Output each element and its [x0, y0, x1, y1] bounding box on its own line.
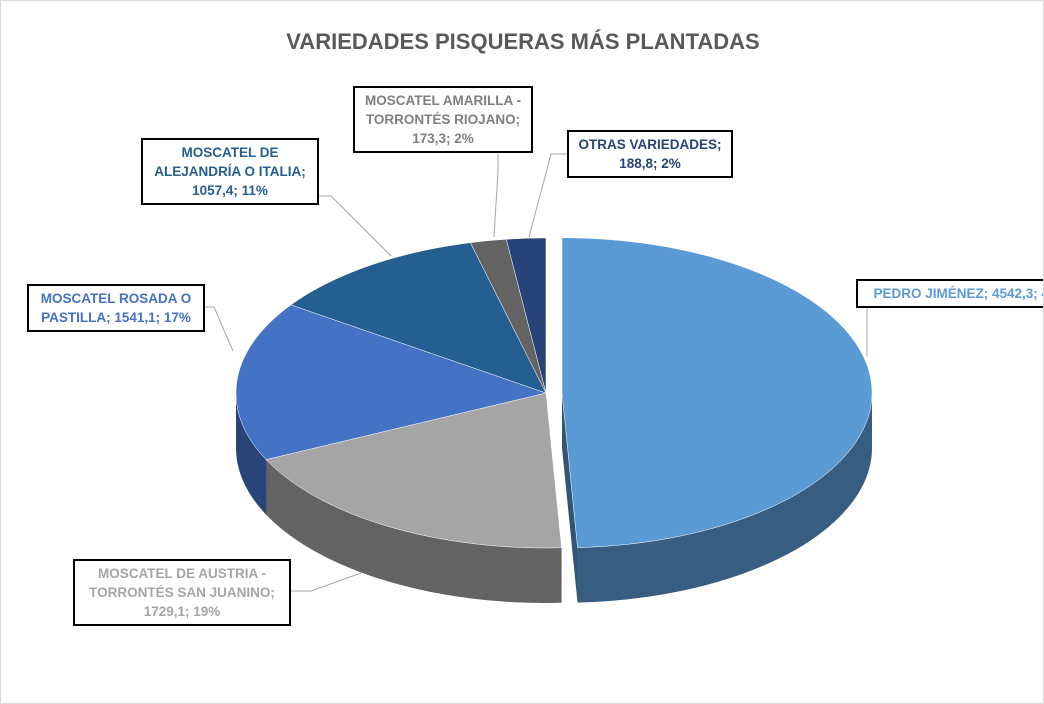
slice — [290, 242, 547, 394]
data-label: PEDRO JIMÉNEZ; 4542,3; 49% — [856, 279, 1043, 308]
leader-lines — [204, 153, 868, 592]
chart-title: VARIEDADES PISQUERAS MÁS PLANTADAS — [286, 29, 760, 54]
leader-line — [291, 572, 362, 592]
slice-edge — [561, 392, 578, 603]
leader-line — [493, 154, 499, 238]
data-label: MOSCATEL DE ALEJANDRÍA O ITALIA; 1057,4;… — [141, 138, 319, 205]
slice-side — [577, 392, 872, 603]
slice — [265, 392, 562, 549]
slice — [505, 237, 547, 394]
leader-line — [319, 195, 392, 257]
slice-side — [236, 393, 267, 515]
data-label: OTRAS VARIEDADES; 188,8; 2% — [567, 130, 733, 178]
slice-side — [266, 459, 562, 603]
slice — [235, 304, 547, 460]
data-label: MOSCATEL AMARILLA - TORRONTÉS RIOJANO; 1… — [353, 86, 533, 153]
slice — [561, 237, 873, 548]
data-label: MOSCATEL DE AUSTRIA - TORRONTÉS SAN JUAN… — [73, 559, 291, 626]
leader-line — [204, 306, 234, 352]
slice — [469, 239, 547, 394]
leader-line — [528, 153, 567, 238]
data-label: MOSCATEL ROSADA O PASTILLA; 1541,1; 17% — [27, 284, 205, 332]
